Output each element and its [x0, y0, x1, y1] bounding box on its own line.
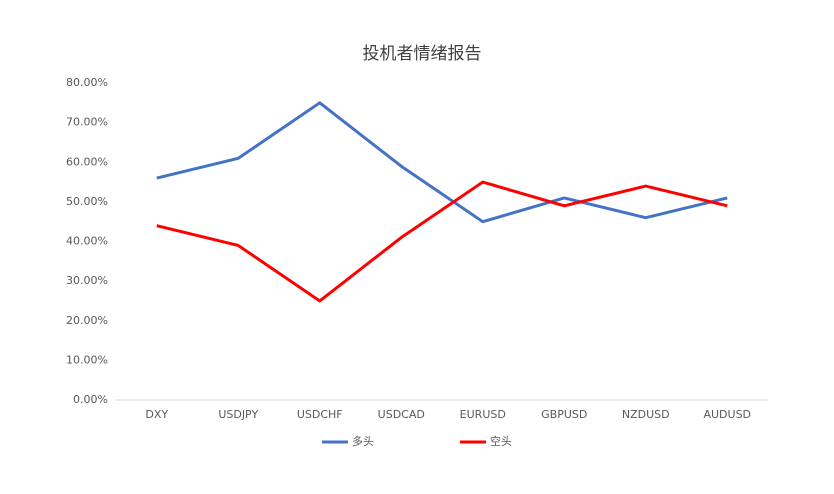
- y-tick-label: 80.00%: [66, 76, 108, 89]
- x-tick-label: DXY: [145, 408, 168, 421]
- y-tick-label: 60.00%: [66, 155, 108, 168]
- y-tick-label: 40.00%: [66, 235, 108, 248]
- legend-label: 空头: [490, 434, 512, 448]
- x-tick-label: USDCAD: [378, 408, 425, 421]
- series-line: [156, 101, 728, 224]
- y-tick-label: 70.00%: [66, 116, 108, 129]
- y-tick-label: 50.00%: [66, 195, 108, 208]
- x-tick-label: USDJPY: [218, 408, 258, 421]
- series-line: [156, 180, 728, 303]
- x-tick-label: NZDUSD: [622, 408, 670, 421]
- y-tick-label: 20.00%: [66, 314, 108, 327]
- y-tick-label: 0.00%: [73, 393, 108, 406]
- x-tick-label: AUDUSD: [703, 408, 751, 421]
- x-tick-label: GBPUSD: [541, 408, 587, 421]
- x-tick-label: USDCHF: [297, 408, 343, 421]
- y-tick-label: 30.00%: [66, 274, 108, 287]
- x-tick-label: EURUSD: [460, 408, 506, 421]
- chart-title: 投机者情绪报告: [363, 44, 482, 64]
- legend-label: 多头: [352, 434, 374, 448]
- y-tick-label: 10.00%: [66, 353, 108, 366]
